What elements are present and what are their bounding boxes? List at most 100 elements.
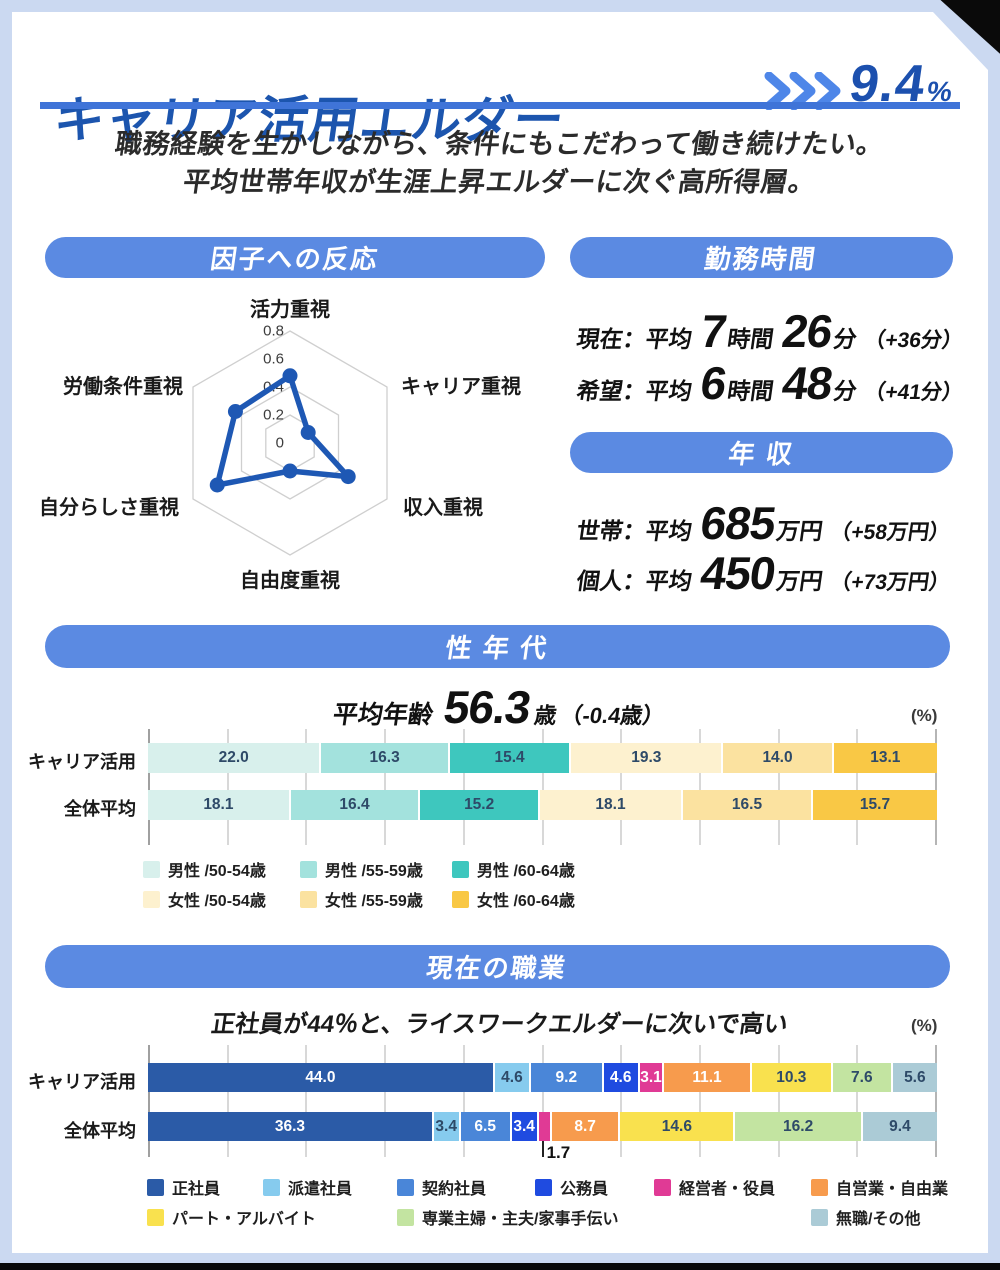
work-hours-current-diff: （+36分） — [862, 329, 965, 352]
legend-item: 正社員 — [147, 1175, 220, 1199]
income-household-value: 685 — [697, 497, 779, 549]
bar-segment: 4.6 — [603, 1063, 640, 1092]
chart-gridline — [856, 1045, 859, 1157]
section-heading-work-hours-label: 勤務時間 — [703, 244, 820, 274]
legend-swatch — [397, 1178, 414, 1196]
legend-label: 男性 /55-59歳 — [325, 863, 423, 880]
bar-value-label: 16.2 — [783, 1118, 814, 1135]
bar-value-label: 14.0 — [762, 749, 793, 766]
work-hours-current-minutes: 26 — [778, 305, 836, 357]
bar-value-label: 19.3 — [631, 749, 662, 766]
legend-swatch — [654, 1178, 671, 1196]
bar-segment: 3.4 — [433, 1112, 461, 1141]
legend-swatch — [147, 1208, 164, 1226]
legend-label: 派遣社員 — [288, 1181, 353, 1198]
average-age-unit: 歳 — [532, 703, 559, 728]
bar-value-label: 44.0 — [305, 1069, 336, 1086]
legend-item: 男性 /55-59歳 — [300, 857, 423, 881]
legend-swatch — [263, 1178, 280, 1196]
factor-radar-chart: 00.20.40.60.8活力重視キャリア重視収入重視自由度重視自分らしさ重視労… — [39, 297, 521, 592]
section-heading-factors: 因子への反応 — [45, 237, 545, 278]
bar-segment: 16.2 — [735, 1112, 863, 1141]
bar-segment: 14.6 — [620, 1112, 736, 1141]
bar-segment: 3.4 — [511, 1112, 539, 1141]
legend-label: 正社員 — [172, 1181, 221, 1198]
bar-value-label: 36.3 — [274, 1118, 305, 1135]
bar-value-label: 13.1 — [870, 749, 901, 766]
legend-label: 経営者・役員 — [679, 1181, 776, 1198]
bar-segment: 16.3 — [321, 743, 450, 773]
chart-category-label: 全体平均 — [64, 799, 136, 819]
chart-gridline — [935, 1045, 937, 1157]
chart-gridline — [777, 729, 780, 845]
bar-segment: 10.3 — [751, 1063, 833, 1092]
chart-gridline — [226, 1045, 229, 1157]
subtitle-line-1: 職務経験を生かしながら、条件にもこだわって働き続けたい。 — [113, 129, 887, 159]
occupation-chart-percent-label: (%) — [911, 1016, 938, 1035]
legend-item: 女性 /50-54歳 — [143, 887, 266, 911]
legend-item: 女性 /60-64歳 — [452, 887, 575, 911]
stacked-bar-row: 44.0 4.6 9.2 4.6 3.1 11.1 10.3 7.6 5.6 — [148, 1063, 937, 1092]
legend-swatch — [811, 1178, 828, 1196]
bar-segment: 14.0 — [723, 743, 834, 773]
bar-segment: 44.0 — [148, 1063, 495, 1092]
radar-data-point — [227, 404, 243, 419]
legend-swatch — [452, 860, 469, 878]
radar-category-label: 活力重視 — [250, 297, 330, 321]
legend-item: 専業主婦・主夫/家事手伝い — [397, 1205, 618, 1229]
gender-age-chart: 22.0 16.3 15.4 19.3 14.0 13.1 18.1 16.4 15.2 18.1… — [148, 729, 937, 845]
legend-label: パート・アルバイト — [172, 1211, 316, 1228]
income-personal-unit: 万円 — [774, 568, 825, 594]
bar-segment: 6.5 — [460, 1112, 512, 1141]
average-age-label: 平均年齢 — [331, 701, 436, 729]
bar-value-label: 15.2 — [464, 796, 495, 813]
subtitle-line-2: 平均世帯年収が生涯上昇エルダーに次ぐ高所得層。 — [181, 167, 819, 197]
legend-swatch — [397, 1208, 414, 1226]
legend-item: 契約社員 — [397, 1175, 486, 1199]
section-heading-gender-age-label: 性 年 代 — [443, 633, 551, 663]
bar-segment: 18.1 — [148, 790, 291, 820]
bar-value-label: 18.1 — [203, 796, 234, 813]
bar-value-label: 15.7 — [859, 796, 891, 813]
bar-value-label: 16.4 — [339, 796, 370, 813]
bar-value-label: 8.7 — [574, 1118, 596, 1135]
radar-category-label: 収入重視 — [403, 495, 483, 519]
legend-label: 無職/その他 — [836, 1211, 921, 1228]
work-hours-desired-minutes-unit: 分 — [831, 378, 859, 404]
work-hours-desired-diff: （+41分） — [862, 381, 965, 404]
income-personal-row: 個人：平均 450 万円 （+73万円） — [574, 546, 955, 600]
income-household-row: 世帯：平均 685 万円 （+58万円） — [574, 496, 955, 550]
legend-item: 男性 /60-64歳 — [452, 857, 575, 881]
bar-value-label: 3.4 — [435, 1118, 457, 1135]
chart-gridline — [935, 729, 937, 845]
bar-segment: 15.4 — [449, 743, 572, 773]
income-personal-diff: （+73万円） — [828, 571, 952, 594]
bar-segment: 8.7 — [551, 1112, 621, 1141]
bar-segment: 7.6 — [832, 1063, 893, 1092]
chart-gridline — [856, 729, 859, 845]
chart-gridline — [305, 729, 308, 845]
bar-value-label: 3.1 — [640, 1069, 662, 1086]
legend-swatch — [143, 860, 160, 878]
legend-item: 派遣社員 — [263, 1175, 352, 1199]
chart-gridline — [620, 729, 623, 845]
radar-category-label: 自分らしさ重視 — [39, 495, 179, 519]
bar-value-label: 3.4 — [513, 1118, 535, 1135]
card: キャリア活用エルダー 9.4 % 職務経験を生かしながら、条件にもこだわって働き… — [12, 12, 988, 1253]
income-household-label: 世帯：平均 — [575, 518, 694, 544]
work-hours-desired-hours-unit: 時間 — [725, 378, 776, 404]
bar-segment: 16.4 — [290, 790, 421, 820]
occupation-chart: 44.0 4.6 9.2 4.6 3.1 11.1 10.3 7.6 5.6 36.3 3.4 6.5… — [148, 1045, 937, 1162]
bar-value-label: 7.6 — [851, 1069, 873, 1086]
bar-segment: 11.1 — [664, 1063, 752, 1092]
income-personal-label: 個人：平均 — [575, 568, 694, 594]
radar-axis-tick: 0 — [276, 435, 284, 452]
stacked-bar-row: 36.3 3.4 6.5 3.4 8.7 14.6 16.2 9.4 — [148, 1112, 937, 1141]
work-hours-desired-hours: 6 — [697, 357, 730, 409]
section-heading-gender-age: 性 年 代 — [45, 625, 950, 668]
section-heading-occupation-label: 現在の職業 — [425, 953, 570, 983]
section-heading-factors-label: 因子への反応 — [208, 244, 381, 274]
bar-value-label: 4.6 — [501, 1069, 523, 1086]
chart-gridline — [777, 1045, 780, 1157]
